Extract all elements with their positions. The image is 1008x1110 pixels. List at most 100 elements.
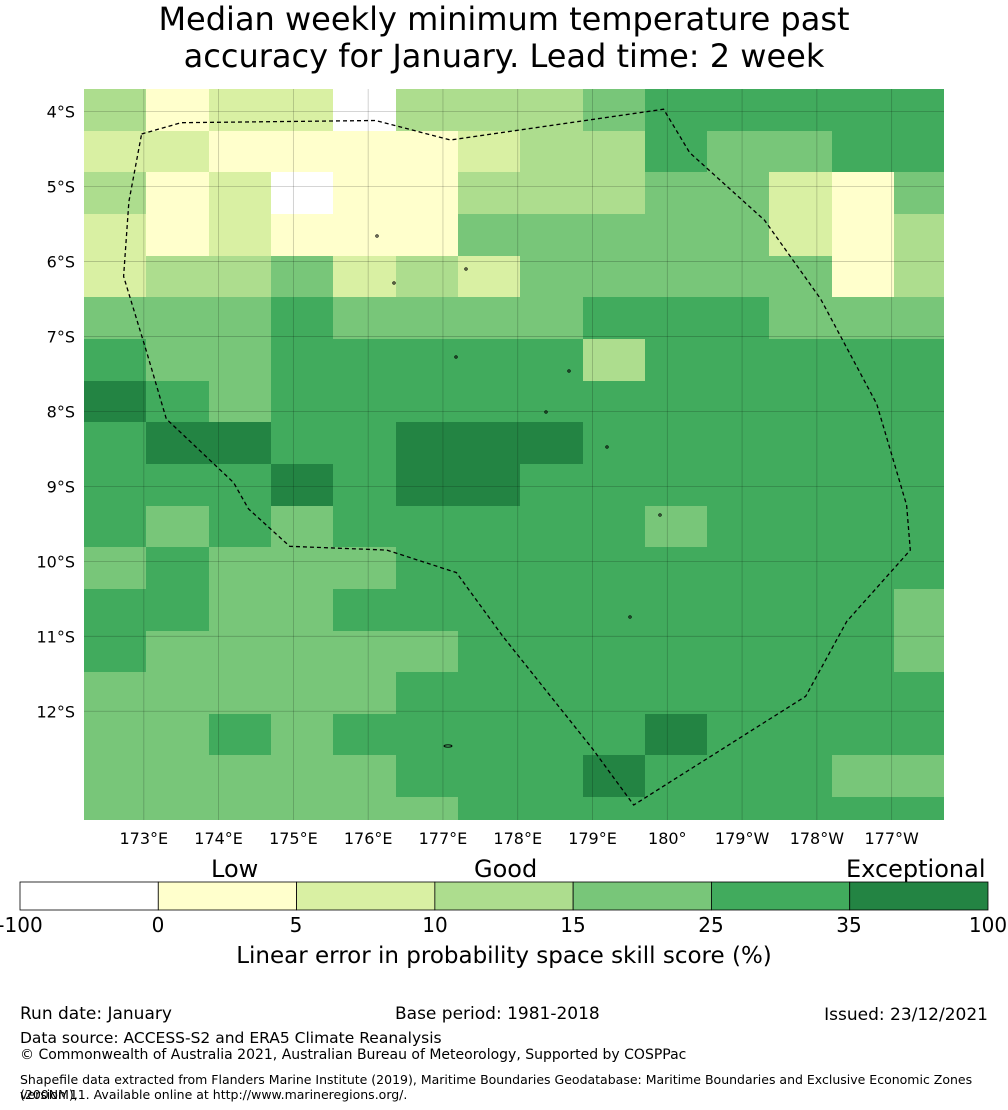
- grid-cell: [146, 131, 210, 173]
- grid-cell: [458, 339, 521, 382]
- island-outline: [392, 281, 396, 285]
- issued-date: Issued: 23/12/2021: [824, 1005, 988, 1025]
- shapefile-credit-line-1: Shapefile data extracted from Flanders M…: [20, 1072, 973, 1102]
- grid-cell: [146, 506, 210, 548]
- grid-cell: [458, 464, 521, 507]
- grid-cell: [769, 131, 833, 173]
- grid-cell: [84, 506, 147, 548]
- grid-cell: [271, 589, 334, 632]
- grid-cell: [209, 256, 272, 298]
- grid-cell: [769, 297, 833, 340]
- grid-cell: [333, 631, 397, 673]
- grid-cell: [209, 714, 272, 756]
- grid-cell: [396, 89, 459, 132]
- grid-cell: [832, 631, 895, 673]
- grid-cell: [645, 297, 708, 340]
- grid-cell: [209, 589, 272, 632]
- grid-cell: [84, 297, 147, 340]
- grid-cell: [458, 89, 521, 132]
- grid-cell: [707, 797, 770, 820]
- grid-cell: [520, 631, 584, 673]
- grid-cell: [645, 381, 708, 423]
- grid-cell: [396, 506, 459, 548]
- shapefile-credit-line-2: version 11. Available online at http://w…: [20, 1087, 408, 1102]
- grid-cell: [396, 214, 459, 257]
- grid-cell: [894, 422, 944, 465]
- grid-cell: [333, 714, 397, 756]
- grid-cell: [146, 172, 210, 215]
- island-outline: [567, 369, 571, 373]
- grid-cell: [271, 547, 334, 590]
- grid-cell: [707, 755, 770, 798]
- colorbar-tick: 0: [151, 913, 165, 937]
- copyright-notice: © Commonwealth of Australia 2021, Austra…: [20, 1047, 687, 1063]
- colorbar-segment: [19, 881, 159, 911]
- grid-cell: [146, 89, 210, 132]
- grid-cell: [84, 339, 147, 382]
- longitude-tick-label: 177°E: [419, 829, 468, 848]
- longitude-tick-label: 174°E: [194, 829, 243, 848]
- grid-cell: [707, 506, 770, 548]
- grid-cell: [894, 89, 944, 132]
- grid-cell: [832, 339, 895, 382]
- grid-cell: [209, 89, 272, 132]
- latitude-tick-label: 11°S: [36, 627, 75, 646]
- grid-cell: [583, 131, 646, 173]
- grid-cell: [396, 672, 459, 715]
- grid-cell: [520, 131, 584, 173]
- grid-cell: [271, 214, 334, 257]
- grid-cell: [84, 714, 147, 756]
- grid-cell: [520, 339, 584, 382]
- grid-cell: [832, 422, 895, 465]
- grid-cell: [333, 381, 397, 423]
- grid-cell: [832, 131, 895, 173]
- grid-cell: [645, 755, 708, 798]
- grid-cell: [520, 506, 584, 548]
- grid-cell: [769, 256, 833, 298]
- grid-cell: [146, 714, 210, 756]
- grid-cell: [894, 714, 944, 756]
- grid-cell: [84, 547, 147, 590]
- grid-cell: [645, 172, 708, 215]
- grid-cell: [333, 131, 397, 173]
- grid-cell: [146, 464, 210, 507]
- grid-cell: [333, 422, 397, 465]
- grid-cell: [209, 339, 272, 382]
- grid-cell: [956, 672, 1008, 715]
- grid-cell: [209, 547, 272, 590]
- grid-cell: [209, 172, 272, 215]
- grid-cell: [333, 755, 397, 798]
- grid-cell: [956, 547, 1008, 590]
- grid-cell: [583, 755, 646, 798]
- grid-cell: [707, 172, 770, 215]
- grid-cell: [146, 339, 210, 382]
- colorbar-segment: [849, 881, 989, 911]
- grid-cell: [209, 381, 272, 423]
- grid-cell: [146, 589, 210, 632]
- colorbar-tick: -100: [0, 913, 43, 937]
- grid-cell: [84, 755, 147, 798]
- island-outline: [375, 234, 379, 238]
- grid-cell: [645, 256, 708, 298]
- grid-cell: [707, 214, 770, 257]
- grid-cell: [209, 672, 272, 715]
- latitude-tick-label: 9°S: [47, 477, 75, 496]
- grid-cell: [146, 297, 210, 340]
- grid-cell: [396, 631, 459, 673]
- island-outline: [454, 355, 458, 359]
- grid-cell: [769, 547, 833, 590]
- grid-cell: [894, 297, 944, 340]
- base-period: Base period: 1981-2018: [395, 1004, 600, 1024]
- grid-cell: [209, 797, 272, 820]
- grid-cell: [520, 797, 584, 820]
- grid-cell: [209, 131, 272, 173]
- grid-cell: [769, 672, 833, 715]
- grid-cell: [333, 297, 397, 340]
- grid-cell: [894, 631, 944, 673]
- grid-cell: [209, 464, 272, 507]
- grid-cell: [894, 131, 944, 173]
- grid-cell: [146, 422, 210, 465]
- grid-cell: [458, 256, 521, 298]
- island-outline: [658, 513, 662, 517]
- grid-cell: [396, 422, 459, 465]
